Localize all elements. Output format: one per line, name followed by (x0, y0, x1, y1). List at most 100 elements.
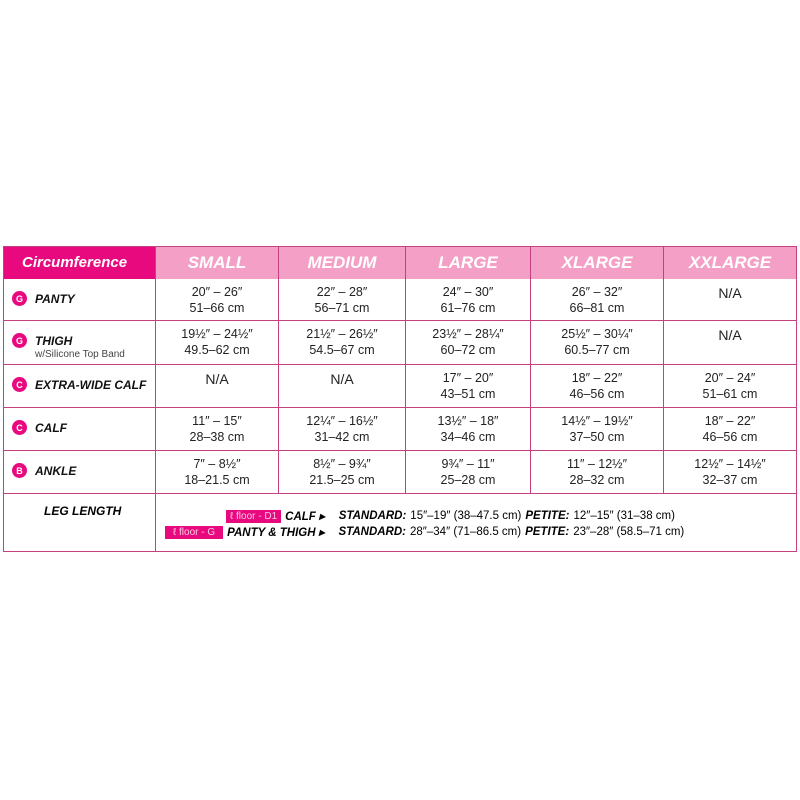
inches-value: 21½″ – 26½″ (306, 327, 378, 341)
header-circumference: Circumference (4, 247, 156, 279)
size-grid: Circumference SMALL MEDIUM LARGE XLARGE XXLAR… (4, 247, 796, 494)
size-cell: 12¼″ – 16½″ 31–42 cm (279, 408, 406, 451)
inches-value: 18″ – 22″ (571, 371, 623, 385)
inches-value: 18″ – 22″ (704, 414, 756, 428)
floor-tag: ℓ floor - G (165, 525, 224, 539)
cm-value: 28–38 cm (189, 430, 245, 444)
row-label-extra-wide-calf: C EXTRA-WIDE CALF (4, 365, 156, 408)
compression-badge-icon: C (12, 377, 27, 392)
leg-length-row: LEG LENGTH ℓ floor - D1 CALF ▸ STANDARD:… (4, 494, 796, 552)
row-label-panty: G PANTY (4, 279, 156, 321)
inches-value: 14½″ – 19½″ (561, 414, 633, 428)
petite-value: 12″–15″ (31–38 cm) (573, 510, 675, 522)
size-cell: 24″ – 30″ 61–76 cm (406, 279, 531, 321)
inches-value: N/A (718, 327, 742, 343)
size-cell: N/A (664, 321, 796, 365)
header-size-small: SMALL (156, 247, 279, 279)
inches-value: 12¼″ – 16½″ (306, 414, 378, 428)
compression-badge-icon: G (12, 333, 27, 348)
size-cell: 22″ – 28″ 56–71 cm (279, 279, 406, 321)
inches-value: 7″ – 8½″ (193, 457, 241, 471)
header-size-large: LARGE (406, 247, 531, 279)
leg-type: CALF ▸ (285, 511, 325, 523)
size-cell: 18″ – 22″ 46–56 cm (531, 365, 664, 408)
cm-value: 25–28 cm (440, 473, 496, 487)
header-size-xlarge: XLARGE (531, 247, 664, 279)
compression-badge-icon: C (12, 420, 27, 435)
size-cell: 7″ – 8½″ 18–21.5 cm (156, 451, 279, 494)
cm-value: 32–37 cm (702, 473, 758, 487)
cm-value: 46–56 cm (702, 430, 758, 444)
cm-value: 60–72 cm (440, 343, 496, 357)
cm-value: 21.5–25 cm (309, 473, 375, 487)
size-cell: 20″ – 24″ 51–61 cm (664, 365, 796, 408)
floor-tag: ℓ floor - D1 (226, 509, 282, 523)
row-label-ankle: B ANKLE (4, 451, 156, 494)
cm-value: 51–61 cm (702, 387, 758, 401)
measurement-label: EXTRA-WIDE CALF (35, 378, 147, 392)
size-cell: 19½″ – 24½″ 49.5–62 cm (156, 321, 279, 365)
size-cell: 11″ – 15″ 28–38 cm (156, 408, 279, 451)
measurement-name: EXTRA-WIDE CALF (35, 377, 146, 393)
cm-value: 49.5–62 cm (184, 343, 250, 357)
inches-value: 11″ – 15″ (192, 414, 242, 428)
leg-length-label: LEG LENGTH (4, 494, 156, 552)
size-cell: 12½″ – 14½″ 32–37 cm (664, 451, 796, 494)
measurement-label: ANKLE (35, 464, 77, 478)
size-chart-table: Circumference SMALL MEDIUM LARGE XLARGE XXLAR… (3, 246, 797, 552)
inches-value: 12½″ – 14½″ (694, 457, 766, 471)
size-cell: 14½″ – 19½″ 37–50 cm (531, 408, 664, 451)
inches-value: N/A (205, 371, 229, 387)
size-cell: 13½″ – 18″ 34–46 cm (406, 408, 531, 451)
size-cell: N/A (156, 365, 279, 408)
size-cell: N/A (279, 365, 406, 408)
cm-value: 43–51 cm (440, 387, 496, 401)
cm-value: 31–42 cm (314, 430, 370, 444)
inches-value: 20″ – 24″ (704, 371, 756, 385)
cm-value: 61–76 cm (440, 301, 496, 315)
compression-badge-icon: G (12, 291, 27, 306)
size-cell: 26″ – 32″ 66–81 cm (531, 279, 664, 321)
inches-value: 9¾″ – 11″ (441, 457, 495, 471)
cm-value: 34–46 cm (440, 430, 496, 444)
size-cell: 17″ – 20″ 43–51 cm (406, 365, 531, 408)
cm-value: 60.5–77 cm (564, 343, 630, 357)
inches-value: N/A (330, 371, 354, 387)
inches-value: 8½″ – 9¾″ (313, 457, 371, 471)
inches-value: 26″ – 32″ (571, 285, 623, 299)
petite-value: 23″–28″ (58.5–71 cm) (573, 526, 685, 538)
cm-value: 51–66 cm (189, 301, 245, 315)
measurement-sublabel: w/Silicone Top Band (35, 349, 125, 360)
cm-value: 28–32 cm (569, 473, 625, 487)
inches-value: 24″ – 30″ (442, 285, 494, 299)
cm-value: 54.5–67 cm (309, 343, 375, 357)
inches-value: 11″ – 12½″ (566, 457, 628, 471)
measurement-name: THIGH w/Silicone Top Band (35, 333, 125, 360)
size-cell: 9¾″ – 11″ 25–28 cm (406, 451, 531, 494)
measurement-label: CALF (35, 421, 67, 435)
inches-value: 17″ – 20″ (442, 371, 494, 385)
size-cell: N/A (664, 279, 796, 321)
measurement-label: PANTY (35, 292, 75, 306)
inches-value: 20″ – 26″ (191, 285, 243, 299)
inches-value: 22″ – 28″ (316, 285, 368, 299)
inches-value: 23½″ – 28¼″ (432, 327, 504, 341)
standard-value: 15″–19″ (38–47.5 cm) (410, 510, 522, 522)
standard-label: STANDARD: (338, 510, 407, 522)
measurement-name: ANKLE (35, 463, 76, 479)
inches-value: N/A (718, 285, 742, 301)
cm-value: 56–71 cm (314, 301, 370, 315)
measurement-label: THIGH (35, 334, 73, 348)
size-cell: 21½″ – 26½″ 54.5–67 cm (279, 321, 406, 365)
size-cell: 25½″ – 30¼″ 60.5–77 cm (531, 321, 664, 365)
leg-type: PANTY & THIGH ▸ (227, 527, 325, 539)
leg-length-panty-thigh: ℓ floor - G PANTY & THIGH ▸ STANDARD: 28… (165, 525, 684, 539)
cm-value: 18–21.5 cm (184, 473, 250, 487)
row-label-calf: C CALF (4, 408, 156, 451)
standard-label: STANDARD: (338, 526, 407, 538)
size-cell: 20″ – 26″ 51–66 cm (156, 279, 279, 321)
leg-length-values: ℓ floor - D1 CALF ▸ STANDARD: 15″–19″ (3… (156, 494, 796, 552)
cm-value: 46–56 cm (569, 387, 625, 401)
header-size-medium: MEDIUM (279, 247, 406, 279)
cm-value: 66–81 cm (569, 301, 625, 315)
